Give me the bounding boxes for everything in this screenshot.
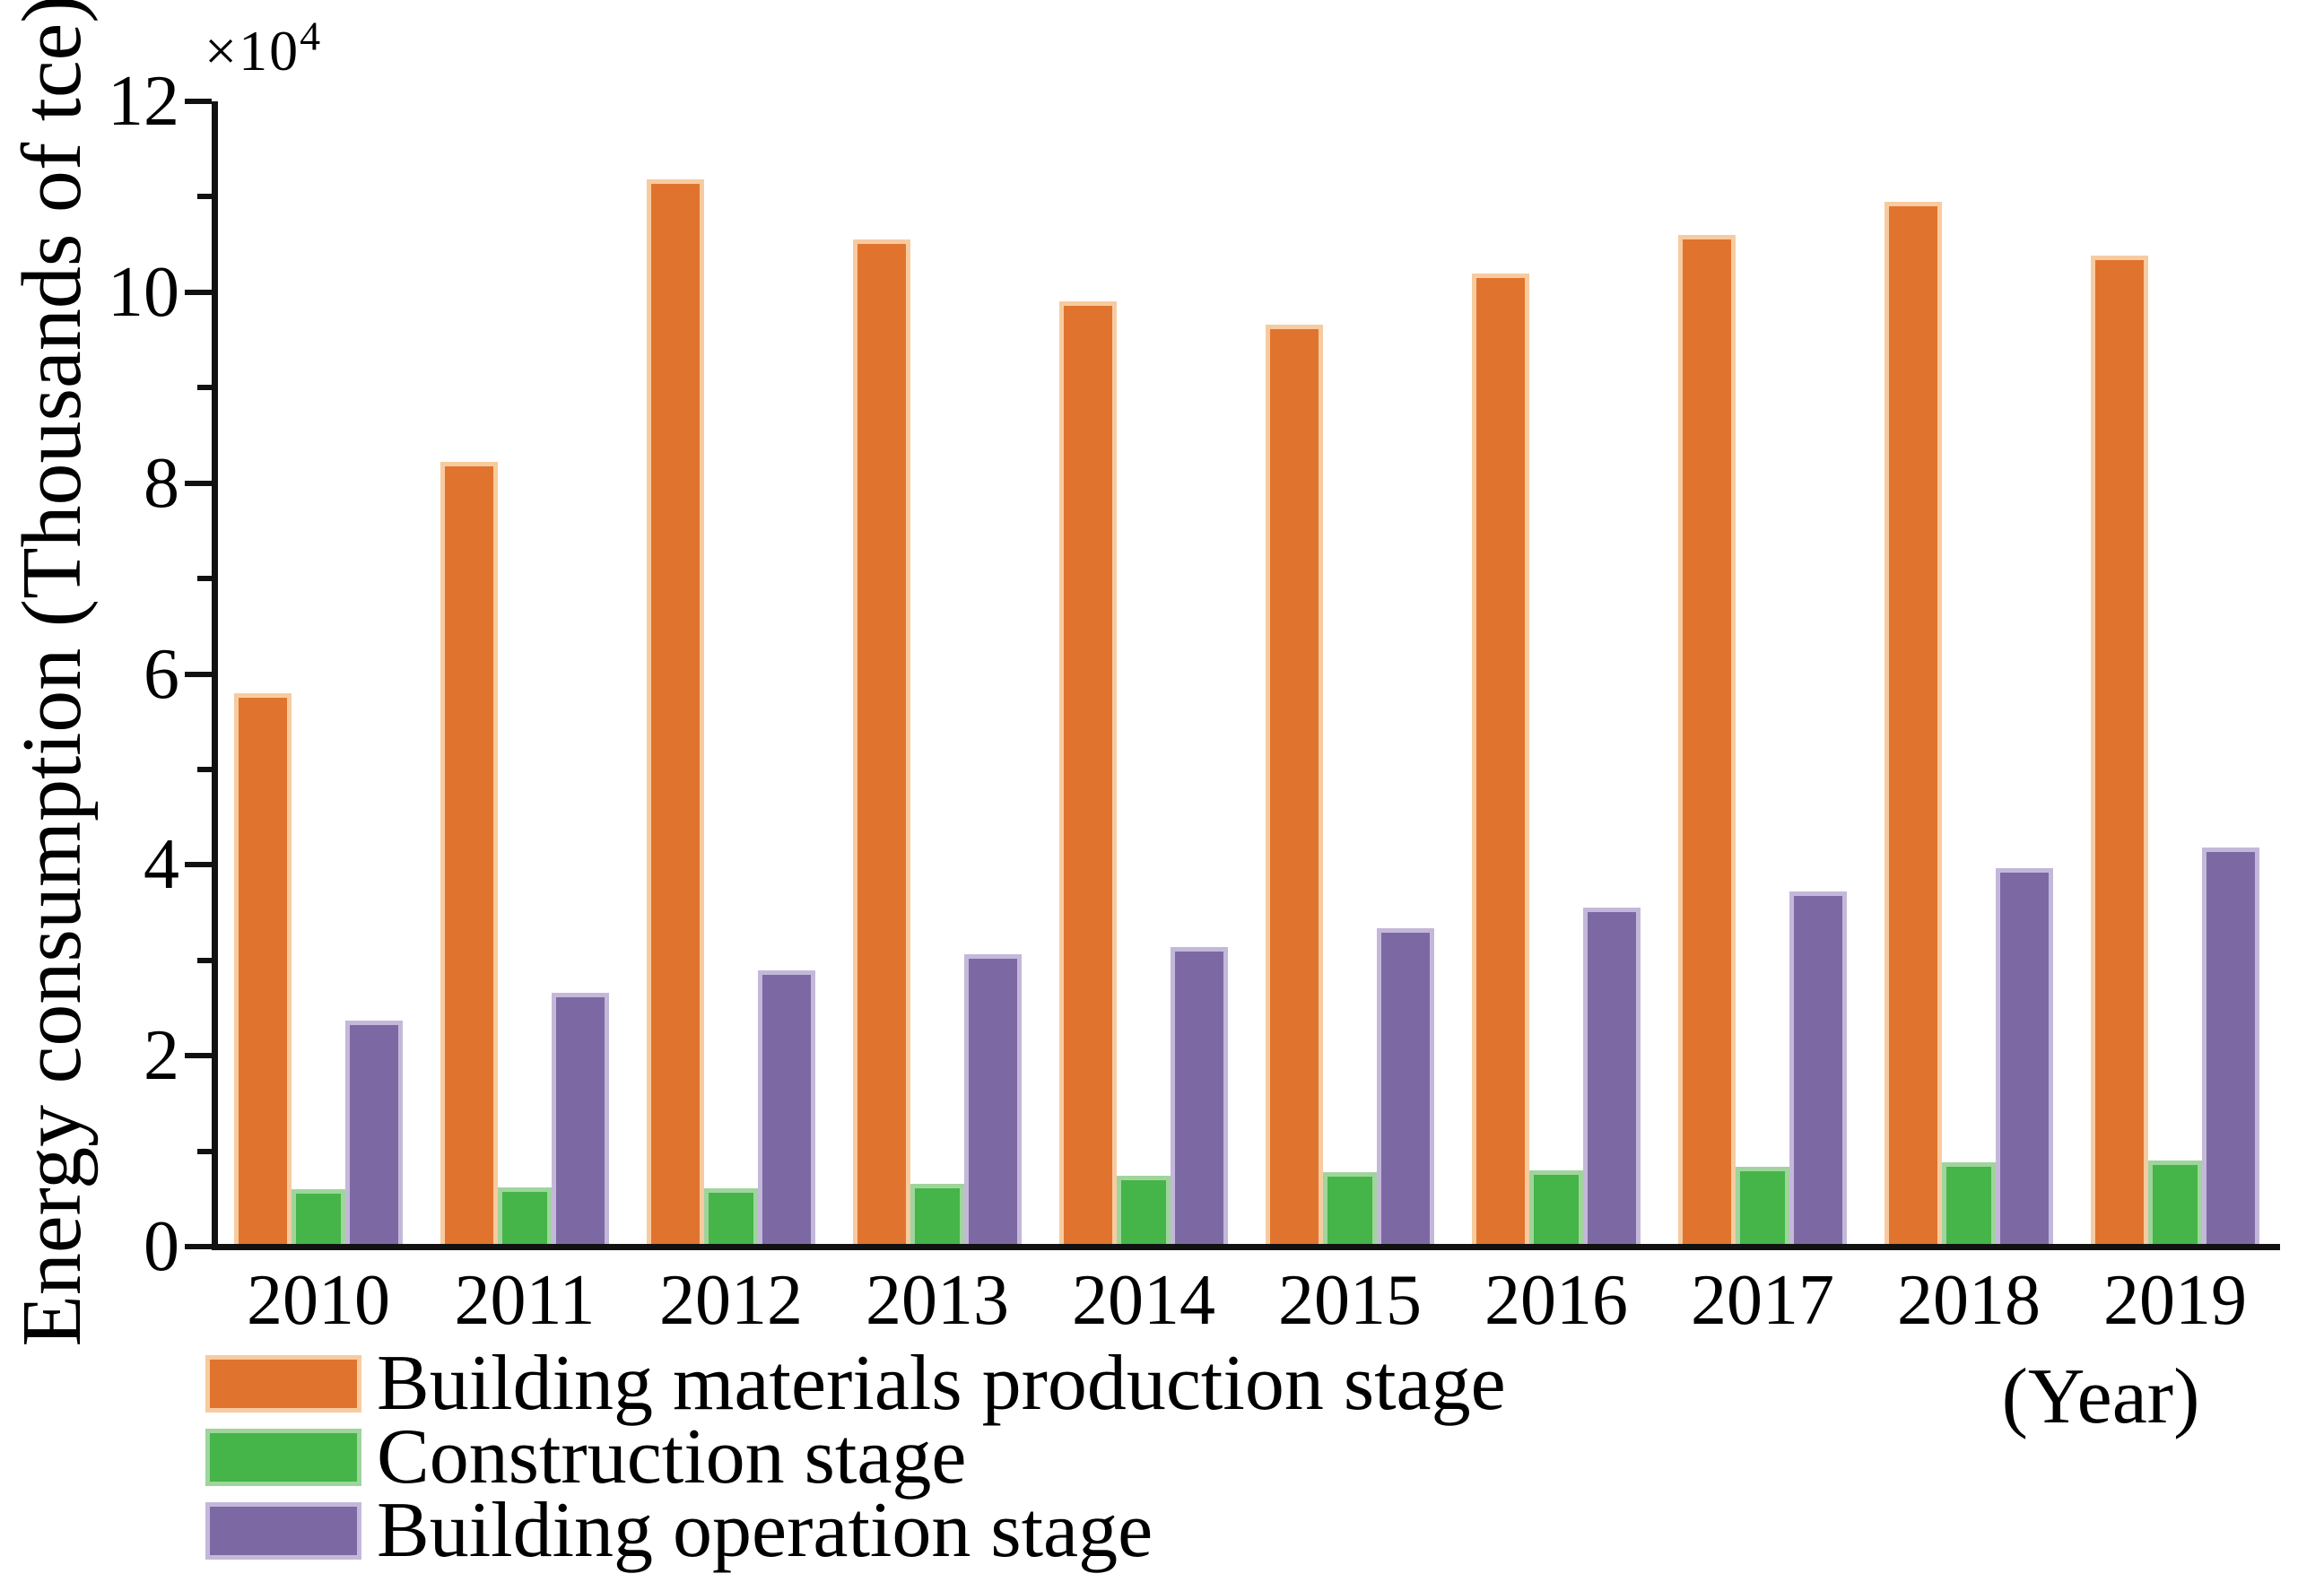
axis-offset-text: ×104 xyxy=(205,15,322,83)
y-minor-tick xyxy=(197,385,212,391)
bar-2011-building-operation-stage xyxy=(552,992,609,1247)
x-tick-label-2018: 2018 xyxy=(1897,1261,2041,1340)
offset-exponent: 4 xyxy=(300,13,323,59)
y-tick-label: 2 xyxy=(144,1016,179,1096)
offset-base: ×10 xyxy=(205,19,300,83)
y-tick-label: 6 xyxy=(144,634,179,714)
legend-swatch-1 xyxy=(205,1355,361,1413)
bar-2019-building-materials-production-stage xyxy=(2091,256,2148,1247)
bar-2019-building-operation-stage xyxy=(2202,848,2259,1247)
y-minor-tick xyxy=(197,1148,212,1154)
bar-2011-building-materials-production-stage xyxy=(440,462,498,1247)
y-major-tick xyxy=(185,1053,212,1059)
x-tick-label-2010: 2010 xyxy=(247,1261,390,1340)
bar-2014-construction-stage xyxy=(1117,1176,1171,1247)
y-minor-tick xyxy=(197,576,212,582)
bar-2010-building-operation-stage xyxy=(345,1020,403,1247)
legend-label-3: Building operation stage xyxy=(377,1487,1153,1574)
x-axis-spine xyxy=(212,1244,2280,1250)
legend-label-1: Building materials production stage xyxy=(377,1340,1506,1427)
y-major-tick xyxy=(185,862,212,868)
bar-2014-building-operation-stage xyxy=(1171,946,1228,1247)
x-tick-label-2012: 2012 xyxy=(659,1261,803,1340)
legend-swatch-2 xyxy=(205,1429,361,1486)
bar-2014-building-materials-production-stage xyxy=(1059,301,1117,1247)
y-major-tick xyxy=(185,671,212,677)
y-major-tick xyxy=(185,1244,212,1249)
x-tick-label-2019: 2019 xyxy=(2103,1261,2247,1340)
y-minor-tick xyxy=(197,766,212,772)
bar-2013-building-materials-production-stage xyxy=(853,239,910,1247)
bar-2012-building-materials-production-stage xyxy=(647,179,704,1247)
x-tick-label-2017: 2017 xyxy=(1691,1261,1834,1340)
y-major-tick xyxy=(185,480,212,486)
bar-2018-building-materials-production-stage xyxy=(1884,201,1942,1247)
y-major-tick xyxy=(185,289,212,295)
bar-2013-building-operation-stage xyxy=(964,954,1022,1247)
x-tick-label-2016: 2016 xyxy=(1484,1261,1628,1340)
bar-2018-construction-stage xyxy=(1942,1162,1996,1247)
y-minor-tick xyxy=(197,194,212,200)
legend-label-2: Construction stage xyxy=(377,1413,967,1500)
y-tick-label: 0 xyxy=(144,1207,179,1286)
bar-2015-building-materials-production-stage xyxy=(1266,325,1323,1247)
bar-2010-building-materials-production-stage xyxy=(234,692,292,1247)
bar-2012-building-operation-stage xyxy=(758,970,815,1247)
bar-2018-building-operation-stage xyxy=(1996,867,2053,1247)
y-minor-tick xyxy=(197,957,212,963)
x-tick-label-2013: 2013 xyxy=(866,1261,1009,1340)
bar-2011-construction-stage xyxy=(498,1187,552,1247)
x-tick-label-2014: 2014 xyxy=(1072,1261,1215,1340)
y-tick-label: 10 xyxy=(108,252,179,332)
bar-2010-construction-stage xyxy=(292,1189,345,1247)
bar-2016-building-materials-production-stage xyxy=(1472,273,1529,1247)
bar-2016-construction-stage xyxy=(1529,1169,1583,1247)
bar-2013-construction-stage xyxy=(910,1183,964,1247)
bar-2016-building-operation-stage xyxy=(1583,908,1641,1247)
bar-2012-construction-stage xyxy=(704,1188,758,1247)
bar-2017-building-materials-production-stage xyxy=(1678,234,1736,1247)
bar-2017-building-operation-stage xyxy=(1789,891,1847,1247)
y-major-tick xyxy=(185,99,212,104)
plot-area xyxy=(185,99,2280,1250)
y-tick-label: 12 xyxy=(108,62,179,141)
bar-2019-construction-stage xyxy=(2148,1161,2202,1247)
x-axis-unit-label: (Year) xyxy=(2001,1353,2200,1440)
x-tick-label-2015: 2015 xyxy=(1278,1261,1422,1340)
bar-2015-building-operation-stage xyxy=(1377,927,1434,1247)
y-tick-label: 8 xyxy=(144,443,179,523)
bar-2017-construction-stage xyxy=(1736,1166,1789,1247)
bar-2015-construction-stage xyxy=(1323,1171,1377,1247)
legend-swatch-3 xyxy=(205,1502,361,1560)
y-tick-label: 4 xyxy=(144,825,179,905)
x-tick-label-2011: 2011 xyxy=(454,1261,596,1340)
y-axis-spine xyxy=(212,101,218,1250)
